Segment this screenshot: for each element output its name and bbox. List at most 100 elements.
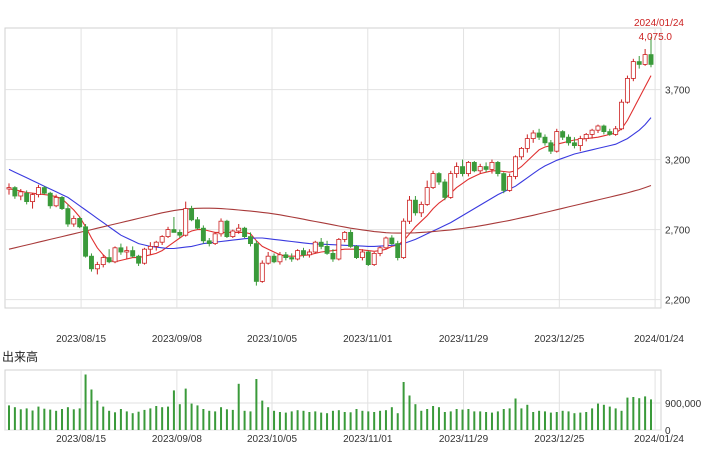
candle-body — [648, 54, 654, 65]
candle — [248, 232, 253, 247]
candle-body — [106, 257, 112, 263]
volume-bar — [308, 412, 311, 430]
candle-body — [206, 240, 212, 245]
price-y-tick-labels: 3,700 3,200 2,700 2,200 — [665, 86, 690, 307]
volume-bar — [78, 408, 81, 430]
candle — [212, 232, 218, 245]
candle — [407, 196, 412, 224]
candle — [424, 180, 430, 206]
volume-bar — [384, 410, 387, 430]
price-x-tick-label: 2023/12/25 — [534, 334, 584, 345]
volume-x-tick-label: 2024/01/24 — [634, 434, 684, 445]
moving-average-lines — [8, 75, 652, 263]
candle — [642, 49, 648, 66]
candle-body — [530, 132, 536, 139]
volume-bar — [526, 404, 529, 430]
candle — [12, 186, 18, 199]
candle — [65, 204, 71, 227]
volume-bar — [31, 410, 34, 430]
volume-bar — [420, 410, 423, 430]
volume-bar — [25, 408, 28, 430]
price-x-tick-label: 2023/11/01 — [343, 334, 393, 345]
candle-body — [47, 192, 53, 207]
candle — [460, 159, 465, 177]
volume-bar — [220, 407, 223, 430]
volume-bar — [202, 409, 205, 430]
candle-body — [371, 252, 377, 265]
volume-bar — [249, 411, 252, 430]
candle-body — [630, 61, 636, 79]
candle-body — [342, 231, 348, 240]
ma-mid-line — [8, 117, 652, 250]
candle-body — [306, 251, 312, 256]
volume-bar — [278, 412, 281, 430]
volume-bar — [261, 400, 264, 430]
last-value-label: 4,075.0 — [639, 32, 673, 43]
candle — [566, 134, 572, 146]
volume-x-tick-label: 2023/12/25 — [534, 434, 584, 445]
volume-bar — [591, 408, 594, 430]
volume-bar — [414, 404, 417, 430]
candle-body — [383, 237, 389, 249]
candle — [100, 254, 106, 268]
volume-bar — [514, 398, 517, 430]
candle — [613, 126, 619, 136]
candle — [518, 147, 524, 160]
volume-bar — [225, 409, 228, 430]
candle — [483, 162, 489, 173]
volume-bar — [55, 410, 58, 430]
candle — [383, 236, 389, 250]
candle-body — [218, 220, 224, 235]
volume-bar — [549, 412, 552, 430]
candle — [206, 238, 212, 247]
candle-body — [418, 203, 424, 214]
candle-body — [619, 101, 625, 130]
volume-bar — [402, 382, 405, 430]
volume-bar — [443, 412, 446, 430]
candle-body — [377, 247, 383, 254]
candle-body — [248, 236, 253, 245]
candle-body — [330, 252, 336, 260]
volume-bar — [355, 409, 358, 430]
candle — [548, 140, 554, 154]
volume-title: 出来高 — [2, 350, 39, 364]
volume-bar — [602, 404, 605, 430]
candle — [454, 162, 460, 178]
volume-bar — [644, 396, 647, 430]
candle — [354, 245, 359, 259]
candle — [265, 252, 271, 265]
volume-bar — [520, 408, 523, 430]
candle-body — [577, 138, 583, 147]
volume-bar — [125, 411, 128, 430]
candle — [124, 246, 130, 259]
volume-bar — [326, 413, 329, 430]
volume-bar — [543, 411, 546, 430]
volume-bar — [161, 407, 164, 430]
volume-x-tick-label: 2023/11/29 — [439, 434, 489, 445]
candle-body — [424, 187, 430, 205]
volume-bar — [243, 410, 246, 430]
candle — [365, 250, 371, 266]
candle-body — [312, 241, 318, 253]
volume-bar — [390, 407, 393, 430]
candle — [59, 196, 65, 210]
volume-bar — [290, 411, 293, 430]
candle-body — [289, 257, 295, 260]
candle — [330, 249, 336, 262]
candle — [200, 225, 206, 244]
candle — [318, 238, 324, 250]
candle — [112, 246, 118, 264]
volume-bar — [455, 409, 458, 430]
volume-bar — [479, 411, 482, 430]
price-y-tick-label: 2,200 — [665, 296, 690, 307]
candle — [195, 217, 200, 230]
candle-body — [271, 255, 277, 263]
volume-bar — [137, 411, 140, 430]
candle — [77, 217, 83, 229]
candle — [619, 99, 625, 131]
candle — [554, 128, 560, 153]
candle-body — [259, 262, 265, 282]
candle-body — [30, 194, 36, 203]
candle-body — [12, 187, 18, 197]
candle-body — [613, 128, 619, 135]
